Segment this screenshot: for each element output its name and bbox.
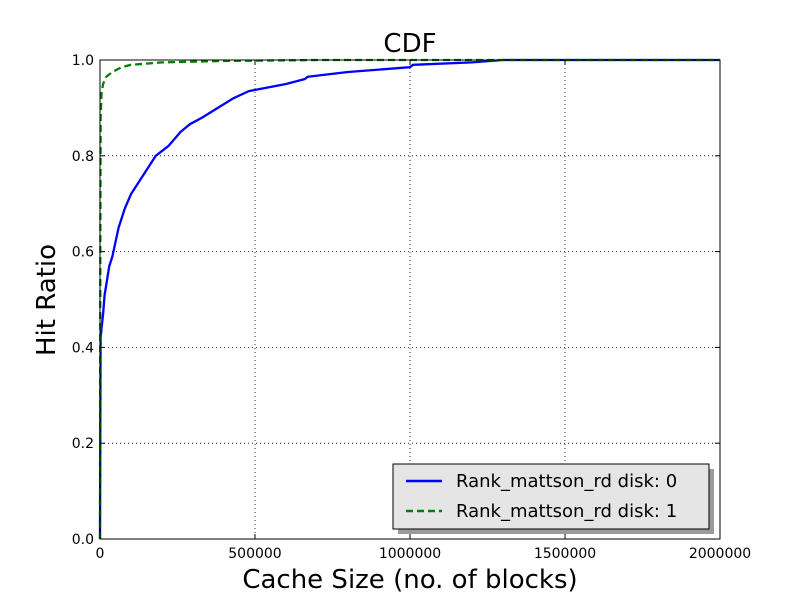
legend: Rank_mattson_rd disk: 0 Rank_mattson_rd … — [392, 463, 714, 534]
chart-title: CDF — [383, 29, 436, 59]
y-tick-label: 0.2 — [72, 436, 94, 452]
legend-label-1: Rank_mattson_rd disk: 1 — [456, 501, 677, 522]
x-tick-label: 2000000 — [689, 546, 751, 562]
grid-layer — [100, 60, 720, 539]
y-tick-label: 1.0 — [72, 53, 94, 69]
y-tick-label: 0.4 — [72, 340, 94, 356]
y-tick-label: 0.8 — [72, 149, 94, 165]
series-line-0 — [98, 58, 720, 540]
x-axis-title: Cache Size (no. of blocks) — [242, 565, 577, 595]
x-tick-label: 1000000 — [379, 546, 441, 562]
x-tick-label: 500000 — [228, 546, 281, 562]
legend-label-0: Rank_mattson_rd disk: 0 — [456, 471, 677, 492]
y-tick-label: 0.0 — [72, 532, 94, 548]
y-tick-label: 0.6 — [72, 245, 94, 261]
series-layer — [98, 58, 720, 540]
tick-layer: 0 500000 1000000 1500000 2000000 0.0 0.2 0.4 0.6… — [72, 53, 751, 562]
series-line-1 — [98, 58, 720, 540]
x-tick-label: 1500000 — [534, 546, 596, 562]
legend-box — [392, 463, 710, 530]
x-tick-label: 0 — [96, 546, 105, 562]
y-axis-title: Hit Ratio — [32, 244, 62, 356]
